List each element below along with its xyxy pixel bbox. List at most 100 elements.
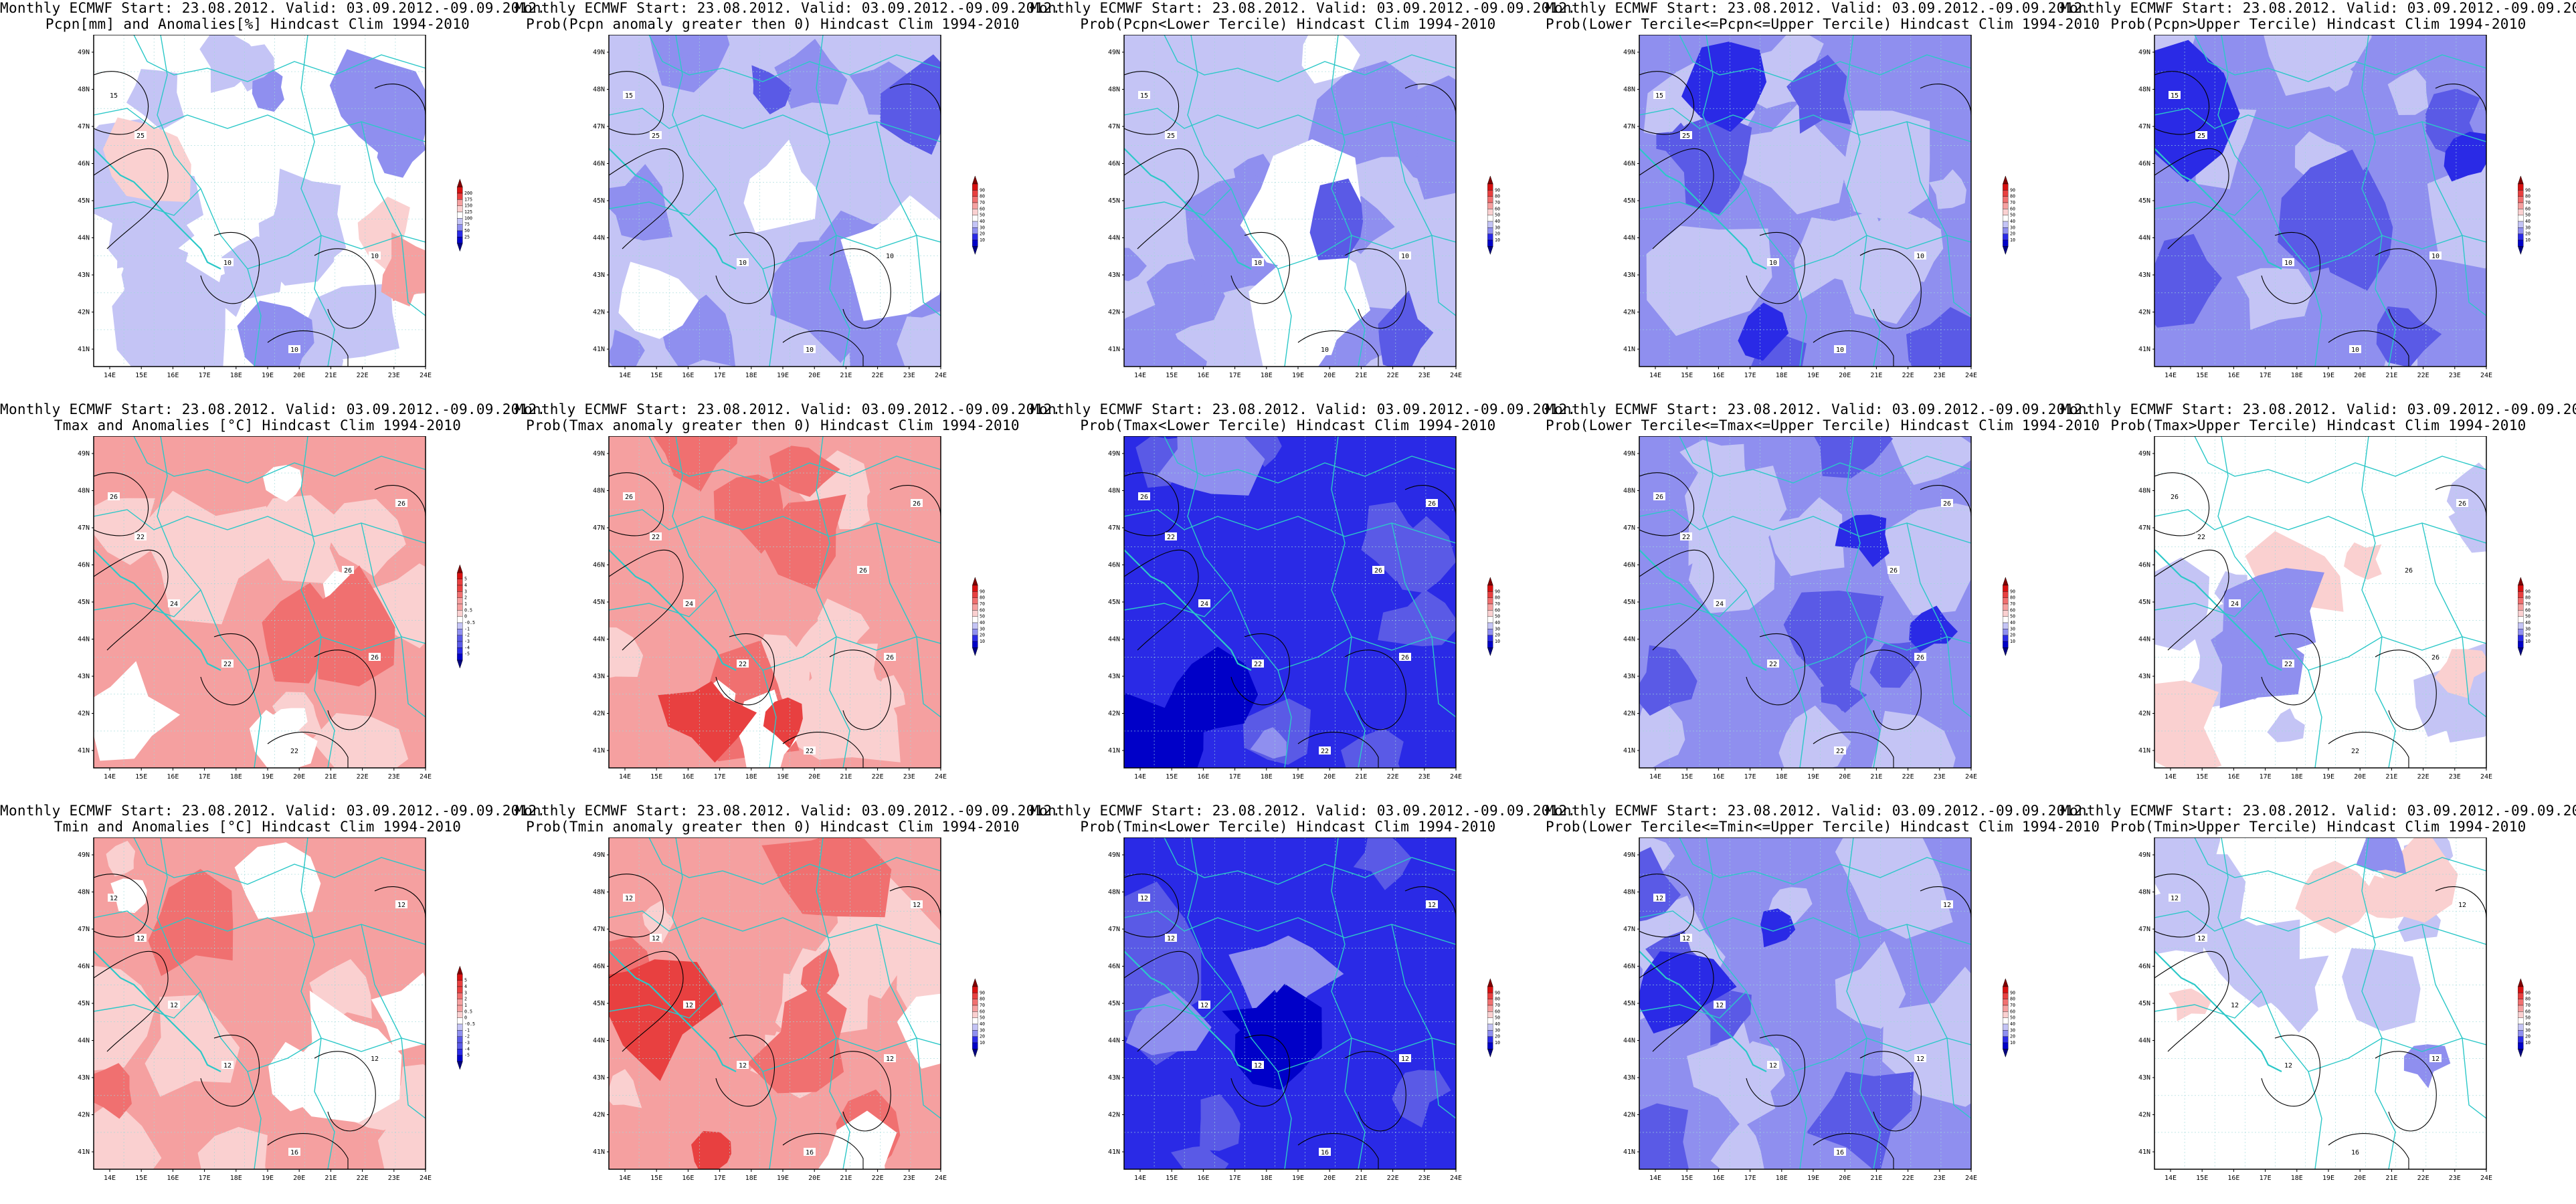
colorbar-label: 40 bbox=[2010, 1021, 2015, 1027]
contour-label: 24 bbox=[2231, 601, 2239, 608]
colorbar-segment bbox=[457, 193, 463, 200]
colorbar-label: 10 bbox=[2525, 1040, 2531, 1045]
colorbar-segment bbox=[457, 230, 463, 237]
lon-tick-label: 16E bbox=[1197, 1175, 1209, 1182]
colorbar-label: 70 bbox=[1495, 1003, 1500, 1008]
colorbar-label: 40 bbox=[980, 219, 985, 224]
colorbar-label: 0 bbox=[464, 1015, 467, 1021]
colorbar-label: 30 bbox=[2010, 225, 2015, 230]
lon-tick-label: 19E bbox=[1292, 773, 1304, 781]
lon-tick-label: 16E bbox=[2227, 1175, 2239, 1182]
colorbar-segment bbox=[2518, 1036, 2524, 1043]
colorbar-label: 60 bbox=[1495, 1009, 1500, 1014]
adriatic-coastline bbox=[1639, 549, 1767, 671]
colorbar-segment bbox=[972, 622, 978, 629]
lon-tick-label: 20E bbox=[1839, 1175, 1851, 1182]
lat-tick-label: 42N bbox=[593, 309, 605, 316]
map-plot: 22 22 26 26 22 26 24 26 49N 48N 47N 46N 45N 44N 43N 42N… bbox=[593, 436, 947, 781]
colorbar-segment bbox=[2003, 1023, 2009, 1031]
lat-tick-label: 41N bbox=[1108, 1148, 1120, 1156]
colorbar-segment bbox=[1487, 209, 1493, 215]
colorbar-label: 60 bbox=[1495, 607, 1500, 613]
lon-tick-label: 23E bbox=[388, 773, 400, 781]
lat-tick-label: 42N bbox=[1108, 1112, 1120, 1119]
lat-tick-label: 46N bbox=[593, 562, 605, 569]
lat-tick-label: 48N bbox=[78, 86, 90, 94]
country-borders bbox=[94, 35, 426, 367]
lat-tick-label: 49N bbox=[1623, 49, 1635, 56]
latitude-labels: 49N 48N 47N 46N 45N 44N 43N 42N 41N bbox=[78, 851, 94, 1156]
country-borders bbox=[94, 436, 426, 768]
lon-tick-label: 20E bbox=[293, 372, 305, 379]
colorbar-label: 50 bbox=[980, 213, 985, 218]
contour-label: 16 bbox=[290, 1149, 298, 1157]
colorbar-label: 80 bbox=[2010, 194, 2015, 199]
colorbar-segment bbox=[2003, 629, 2009, 635]
colorbar-segment bbox=[1487, 233, 1493, 241]
contour-lines bbox=[94, 71, 426, 367]
colorbar-segment bbox=[2518, 635, 2524, 642]
panel-title: Monthly ECMWF Start: 23.08.2012. Valid: … bbox=[515, 0, 1061, 32]
colorbar-segment bbox=[972, 209, 978, 215]
colorbar-label: 70 bbox=[2010, 1003, 2015, 1008]
contour-lines bbox=[609, 71, 941, 367]
lon-tick-label: 24E bbox=[420, 773, 432, 781]
map-panel: Monthly ECMWF Start: 23.08.2012. Valid: … bbox=[0, 0, 545, 401]
colorbar-segment bbox=[457, 1049, 463, 1056]
panel-subtitle: Prob(Lower Tercile<=Tmin<=Upper Tercile)… bbox=[1546, 819, 2100, 835]
latitude-labels: 49N 48N 47N 46N 45N 44N 43N 42N 41N bbox=[1623, 450, 1639, 755]
lat-tick-label: 48N bbox=[593, 86, 605, 94]
contour-label: 12 bbox=[2231, 1002, 2239, 1009]
colorbar-segment bbox=[2003, 591, 2009, 598]
lat-tick-label: 41N bbox=[2138, 747, 2150, 755]
lon-tick-label: 18E bbox=[230, 372, 242, 379]
contour-lines bbox=[1124, 71, 1456, 367]
panel-title-line-1: Monthly ECMWF Start: 23.08.2012. Valid: … bbox=[2061, 401, 2576, 417]
lat-tick-label: 46N bbox=[593, 963, 605, 971]
contour-label: 10 bbox=[2351, 346, 2359, 354]
contour-lines bbox=[94, 472, 426, 768]
lon-tick-label: 17E bbox=[199, 773, 211, 781]
lon-tick-label: 18E bbox=[2291, 372, 2303, 379]
colorbar-segment bbox=[972, 986, 978, 993]
contour-lines bbox=[609, 472, 941, 768]
colorbar-segment bbox=[457, 579, 463, 586]
panel-subtitle: Prob(Tmax anomaly greater then 0) Hindca… bbox=[526, 417, 1020, 433]
colorbar-label: 150 bbox=[464, 203, 472, 209]
lat-tick-label: 48N bbox=[1623, 488, 1635, 495]
contour-label: 26 bbox=[913, 500, 921, 508]
colorbar-label: 40 bbox=[2525, 219, 2531, 224]
lon-tick-label: 21E bbox=[2385, 372, 2397, 379]
colorbar-label: 4 bbox=[464, 583, 467, 588]
contour-label: 22 bbox=[1682, 534, 1690, 541]
contour-label: 26 bbox=[625, 494, 633, 501]
lat-tick-label: 44N bbox=[593, 235, 605, 242]
map-panel: Monthly ECMWF Start: 23.08.2012. Valid: … bbox=[2061, 0, 2576, 401]
panel-title-line-1: Monthly ECMWF Start: 23.08.2012. Valid: … bbox=[0, 401, 546, 417]
contour-label: 26 bbox=[110, 494, 118, 501]
lon-tick-label: 18E bbox=[230, 1175, 242, 1182]
lon-tick-label: 24E bbox=[2480, 372, 2492, 379]
lat-tick-label: 41N bbox=[1623, 1148, 1635, 1156]
lon-tick-label: 16E bbox=[1712, 1175, 1724, 1182]
colorbar-label: -5 bbox=[464, 1053, 470, 1058]
colorbar-segment bbox=[2518, 1023, 2524, 1031]
lon-tick-label: 15E bbox=[1166, 773, 1178, 781]
colorbar-segment bbox=[2003, 215, 2009, 222]
lon-tick-label: 21E bbox=[325, 1175, 337, 1182]
lon-tick-label: 21E bbox=[2385, 1175, 2397, 1182]
lon-tick-label: 19E bbox=[1807, 773, 1819, 781]
lon-tick-label: 22E bbox=[1902, 773, 1914, 781]
colorbar-segment bbox=[2518, 227, 2524, 234]
lon-tick-label: 15E bbox=[135, 773, 147, 781]
contour-label: 16 bbox=[1836, 1149, 1844, 1157]
colorbar-segment bbox=[457, 585, 463, 592]
panel-title-line-1: Monthly ECMWF Start: 23.08.2012. Valid: … bbox=[1546, 401, 2092, 417]
panel-title-line-1: Monthly ECMWF Start: 23.08.2012. Valid: … bbox=[1546, 803, 2092, 819]
lon-tick-label: 16E bbox=[1712, 372, 1724, 379]
colorbar-segment bbox=[972, 227, 978, 234]
colorbar-segment bbox=[2518, 986, 2524, 993]
lat-tick-label: 45N bbox=[1623, 197, 1635, 205]
lon-tick-label: 19E bbox=[777, 372, 789, 379]
colorbar-segment bbox=[2518, 591, 2524, 598]
